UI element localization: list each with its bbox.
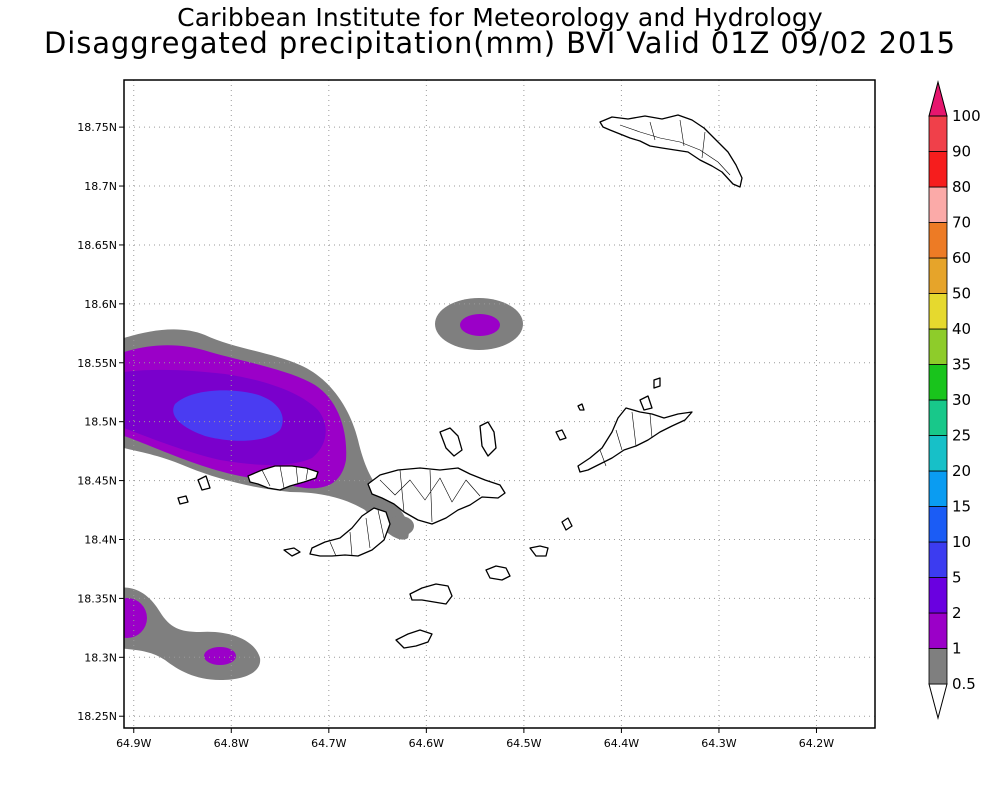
lat-tick-label: 18.55N [77,357,117,370]
lon-tick-label: 64.6W [409,737,444,750]
colorbar-label: 80 [952,178,971,196]
lon-tick-label: 64.5W [506,737,541,750]
colorbar-label: 2 [952,604,962,622]
small-cay-east-1 [555,429,567,441]
colorbar-label: 100 [952,107,981,125]
lon-tick-label: 64.8W [214,737,249,750]
norman-island [395,629,433,649]
anegada-inner [619,119,731,176]
anegada-island [599,114,743,188]
colorbar-swatch [928,541,948,578]
peter-island [409,583,453,605]
colorbar-label: 5 [952,569,962,587]
cooper-island [529,545,549,557]
st-thomas-inner [329,509,385,557]
colorbar-label: 90 [952,143,971,161]
institution-title: Caribbean Institute for Meteorology and … [177,3,823,32]
colorbar-swatch [928,293,948,330]
small-cay-st-thomas [283,547,301,557]
latitude-axis: 18.75N 18.7N 18.65N 18.6N 18.55N 18.5N 18.45N 1… [77,121,124,723]
product-title: Disaggregated precipitation(mm) BVI Vali… [44,26,956,60]
colorbar-label: 1 [952,640,962,658]
lat-tick-label: 18.35N [77,592,117,605]
colorbar-swatch [928,399,948,436]
virgin-gorda-inner [599,411,653,467]
colorbar-swatch [928,257,948,294]
colorbar-label: 0.5 [952,675,976,693]
small-cay-east-4 [653,377,661,389]
lat-tick-label: 18.25N [77,710,117,723]
lat-tick-label: 18.7N [84,180,117,193]
colorbar-swatch [928,470,948,507]
colorbar-swatch [928,151,948,188]
colorbar-label: 20 [952,462,971,480]
colorbar-swatch [928,186,948,223]
jost-inner [261,465,309,489]
colorbar-swatch-above [928,80,948,117]
colorbar-label: 35 [952,356,971,374]
colorbar-swatch [928,612,948,649]
lat-tick-label: 18.65N [77,239,117,252]
lat-tick-label: 18.6N [84,298,117,311]
colorbar-swatch [928,115,948,152]
colorbar-label: 60 [952,249,971,267]
small-cay-east-3 [639,395,653,411]
lon-tick-label: 64.2W [799,737,834,750]
colorbar-label: 40 [952,320,971,338]
colorbar-swatch [928,222,948,259]
small-cay-west-2 [197,475,211,491]
precip-area-north-2mm [460,314,500,336]
colorbar-label: 30 [952,391,971,409]
beef-island [485,565,511,581]
colorbar-swatch [928,506,948,543]
colorbar-swatch [928,435,948,472]
lat-tick-label: 18.3N [84,651,117,664]
colorbar-swatch [928,648,948,685]
precip-area-east-1mm [386,516,414,536]
lon-tick-label: 64.4W [604,737,639,750]
great-camanoe-island [479,421,497,457]
plot-frame [123,79,876,729]
precip-area-south-2mm [204,647,236,665]
precipitation-field [124,298,523,680]
colorbar-label: 15 [952,498,971,516]
tortola-inner [379,469,481,523]
lon-tick-label: 64.3W [701,737,736,750]
guana-island [439,427,463,457]
longitude-axis: 64.9W 64.8W 64.7W 64.6W 64.5W 64.4W 64.3W 64.2W [116,728,834,750]
small-cay-east-2 [561,517,573,531]
colorbar-swatch-below [928,683,948,720]
lon-tick-label: 64.9W [116,737,151,750]
lon-tick-label: 64.7W [311,737,346,750]
colorbar-swatch [928,577,948,614]
island-outlines [177,114,743,649]
colorbar-swatch [928,364,948,401]
tortola-island [367,467,506,525]
gridlines [124,80,875,728]
precip-area-southwest-2mm [124,598,147,638]
lat-tick-label: 18.45N [77,475,117,488]
colorbar-label: 50 [952,285,971,303]
colorbar-label: 25 [952,427,971,445]
colorbar-swatch [928,328,948,365]
lat-tick-label: 18.5N [84,416,117,429]
colorbar-label: 10 [952,533,971,551]
precip-area-west-5mm [173,390,283,441]
jost-van-dyke-island [247,465,319,491]
lat-tick-label: 18.75N [77,121,117,134]
lat-tick-label: 18.4N [84,533,117,546]
small-cay-north [577,403,585,411]
small-cay-west [177,495,189,505]
colorbar-label: 70 [952,214,971,232]
